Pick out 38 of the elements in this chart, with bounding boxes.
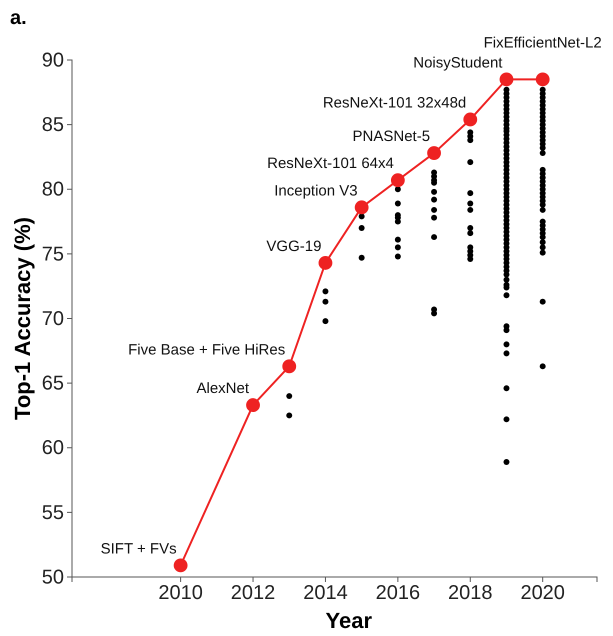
y-tick-label: 85: [42, 114, 64, 136]
x-tick-label: 2020: [520, 582, 565, 604]
x-tick-label: 2012: [230, 582, 276, 604]
point: [500, 72, 514, 86]
annotation: NoisyStudent: [413, 54, 504, 72]
x-tick-label: 2014: [303, 582, 348, 604]
point: [174, 558, 188, 572]
x-tick-label: 2016: [376, 582, 420, 604]
annotation: SIFT + FVs: [100, 540, 177, 558]
chart-title: a.: [10, 7, 27, 29]
point: [282, 359, 296, 374]
point: [318, 256, 332, 270]
x-tick-label: 2018: [448, 582, 493, 604]
annotation: Five Base + Five HiRes: [128, 341, 286, 358]
annotation: FixEfficientNet-L2: [484, 34, 602, 52]
annotation: ResNeXt-101 32x48d: [322, 94, 466, 112]
y-tick-label: 55: [42, 502, 64, 524]
y-tick-label: 80: [42, 178, 64, 201]
annotation: Inception V3: [274, 182, 358, 200]
y-tick-label: 70: [42, 308, 64, 330]
point: [427, 146, 441, 160]
y-tick-label: 65: [42, 372, 64, 395]
point: [536, 72, 550, 86]
point: [354, 200, 369, 214]
x-tick-label: 2010: [158, 582, 203, 604]
annotation: ResNeXt-101 64x4: [267, 155, 394, 172]
point: [390, 173, 405, 188]
y-tick-label: 60: [42, 437, 64, 460]
point: [463, 112, 478, 126]
y-axis-title: Top-1 Accuracy (%): [10, 217, 35, 420]
point: [246, 398, 260, 412]
annotation: AlexNet: [196, 380, 250, 398]
y-tick-label: 75: [42, 243, 64, 266]
y-tick-label: 50: [42, 566, 64, 588]
annotation: VGG-19: [266, 238, 322, 255]
annotation: PNASNet-5: [352, 128, 430, 146]
y-tick-label: 90: [42, 49, 64, 72]
x-axis-title: Year: [326, 608, 372, 633]
